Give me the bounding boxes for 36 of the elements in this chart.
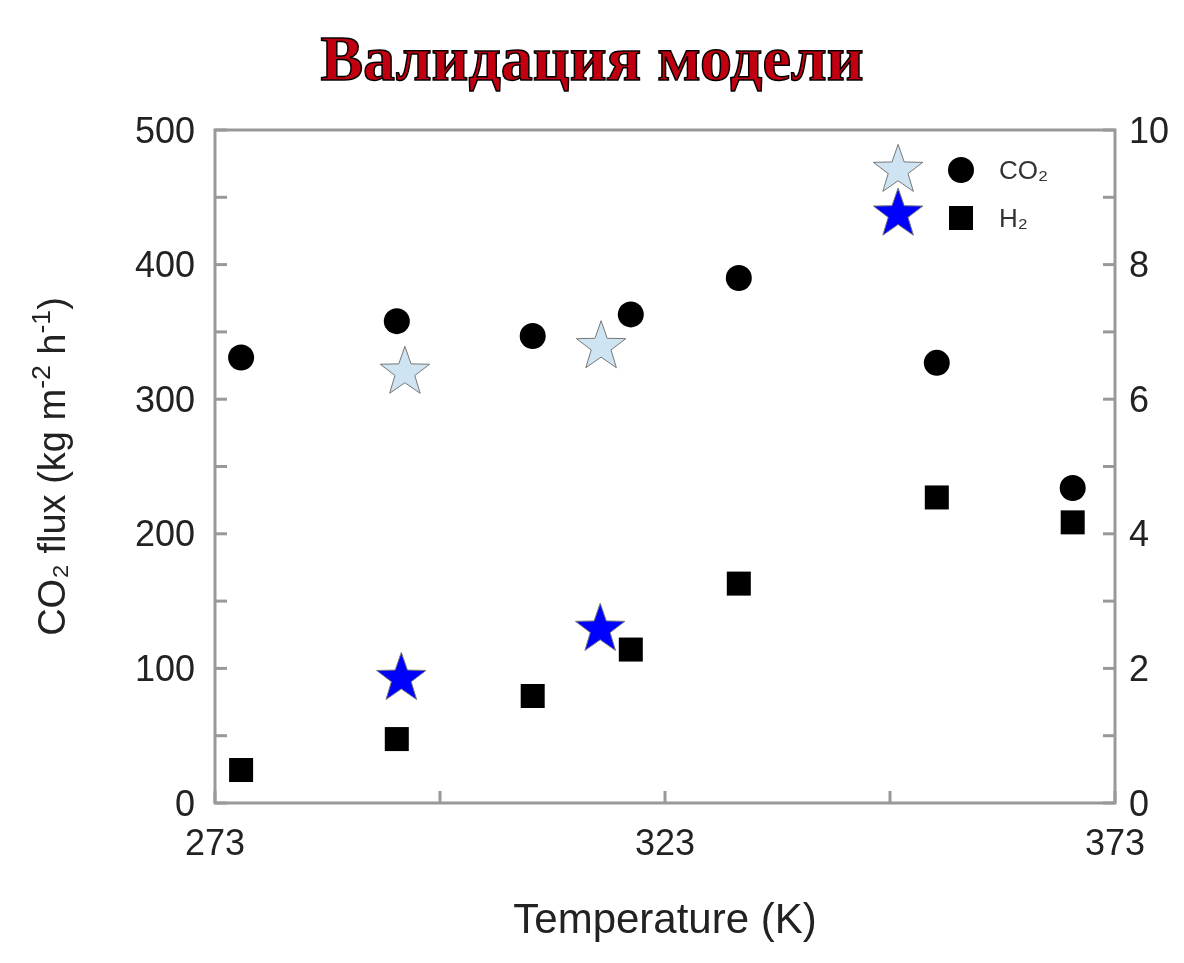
point xyxy=(229,758,254,783)
y2-tick-label: 4 xyxy=(1129,513,1150,555)
point xyxy=(383,308,410,335)
y2-tick-label: 8 xyxy=(1129,244,1150,286)
x-tick-label: 323 xyxy=(634,822,696,863)
point xyxy=(520,683,545,708)
point xyxy=(1059,475,1086,502)
point xyxy=(618,637,643,662)
y-tick-label: 100 xyxy=(134,648,195,689)
y2-tick-label: 6 xyxy=(1129,378,1150,420)
x-tick-label: 273 xyxy=(184,822,246,863)
y-tick-label: 500 xyxy=(134,109,195,151)
x-tick-label: 373 xyxy=(1084,822,1146,863)
legend-label: CO₂ xyxy=(999,155,1049,186)
point xyxy=(872,143,924,192)
y2-tick-label: 2 xyxy=(1129,648,1150,689)
y-tick-label: 200 xyxy=(134,513,195,555)
point xyxy=(726,571,751,596)
chart-title: Валидация модели xyxy=(320,23,864,94)
point xyxy=(519,322,546,349)
y2-tick-label: 0 xyxy=(1129,782,1150,824)
y2-tick-label: 10 xyxy=(1129,109,1170,151)
x-axis-title: Temperature (K) xyxy=(513,895,817,942)
point xyxy=(617,301,644,328)
point xyxy=(1060,510,1085,535)
y-tick-label: 300 xyxy=(134,378,195,420)
legend-label: H₂ xyxy=(999,203,1028,234)
point xyxy=(872,187,924,236)
point xyxy=(923,349,950,376)
point xyxy=(575,320,627,369)
point xyxy=(924,485,949,510)
y-tick-label: 400 xyxy=(134,244,195,286)
y-tick-label: 0 xyxy=(174,782,195,824)
point xyxy=(725,265,752,292)
point xyxy=(228,344,255,371)
point xyxy=(384,727,409,752)
